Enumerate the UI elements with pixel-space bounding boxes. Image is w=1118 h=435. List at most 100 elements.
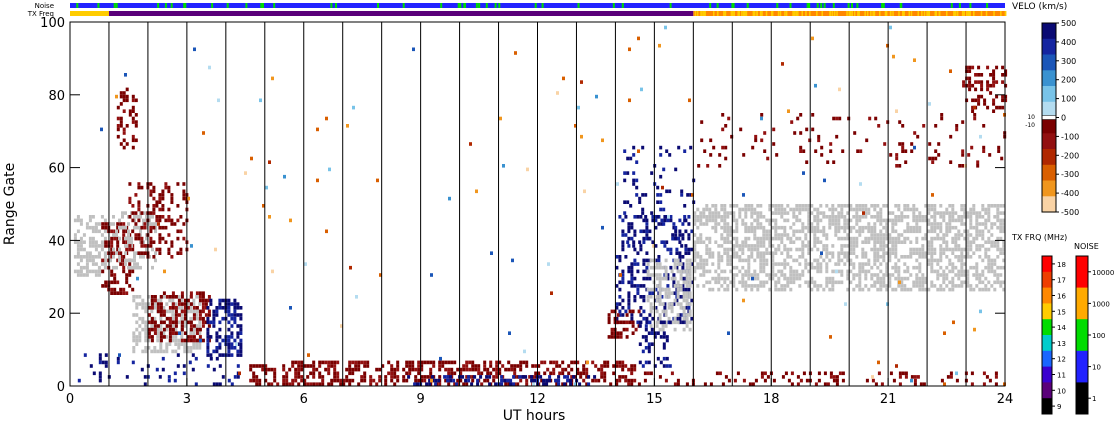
velocity-cell [321, 382, 325, 386]
velocity-cell [990, 258, 994, 263]
velocity-cell [721, 382, 725, 386]
velocity-cell [901, 149, 905, 153]
velocity-cell [837, 215, 841, 219]
velocity-cell [516, 375, 520, 379]
velocity-cell [159, 313, 163, 317]
velocity-cell [906, 265, 910, 270]
velocity-cell [753, 258, 757, 263]
velocity-cell [951, 225, 955, 230]
velocity-cell [741, 207, 745, 212]
velocity-cell [813, 218, 817, 223]
txfreq-strip-mark [785, 11, 788, 16]
velocity-cell [174, 349, 178, 354]
velocity-cell [936, 269, 940, 274]
velocity-cell [840, 251, 844, 255]
velocity-cell [723, 240, 727, 244]
velocity-cell [489, 371, 493, 376]
velocity-cell [610, 335, 614, 339]
velocity-cell [641, 211, 645, 215]
velocity-cell [147, 338, 151, 343]
velocity-cell [933, 218, 937, 223]
velocity-cell [894, 255, 898, 259]
velocity-cell [732, 280, 736, 285]
velocity-cell [837, 269, 841, 274]
velocity-cell [988, 378, 992, 383]
velocity-cell [837, 204, 841, 208]
velocity-cell [664, 269, 668, 274]
velocity-cell [846, 244, 850, 248]
velocity-cell [167, 215, 171, 219]
velocity-cell [726, 236, 730, 241]
velocity-cell [708, 280, 712, 285]
velocity-cell [915, 273, 919, 277]
velocity-cell [735, 236, 739, 241]
velocity-cell [610, 331, 614, 335]
velocity-cell [85, 273, 89, 277]
velocity-cell [615, 306, 619, 310]
velocity-cell [934, 149, 938, 153]
velocity-cell [97, 229, 101, 234]
velocity-cell [699, 218, 703, 223]
velocity-cell [212, 367, 216, 372]
velocity-cell [174, 309, 178, 314]
noise-strip-mark [478, 3, 481, 8]
frequency-colorbar-swatch [1042, 287, 1052, 304]
velocity-cell [485, 375, 489, 379]
velocity-cell [88, 240, 92, 244]
velocity-cell [131, 247, 135, 252]
velocity-cell [548, 378, 552, 383]
velocity-cell [852, 262, 856, 266]
velocity-colorbar-zero-band [1041, 115, 1057, 120]
velocity-cell [942, 280, 946, 285]
velocity-cell [900, 215, 904, 219]
velocity-cell [792, 240, 796, 244]
velocity-cell [161, 225, 165, 230]
txfreq-strip-mark [765, 11, 768, 16]
velocity-cell [682, 306, 686, 310]
velocity-cell [975, 269, 979, 274]
velocity-cell [750, 251, 754, 255]
velocity-cell [726, 211, 730, 215]
velocity-cell [158, 193, 162, 197]
txfreq-strip-mark [793, 11, 796, 16]
velocity-cell [97, 251, 101, 255]
velocity-cell [233, 338, 237, 343]
velocity-cell [969, 218, 973, 223]
velocity-cell [1002, 258, 1006, 263]
velocity-cell [681, 222, 685, 226]
velocity-cell [333, 367, 337, 372]
velocity-cell [618, 280, 622, 285]
velocity-cell [507, 382, 511, 386]
velocity-cell [144, 306, 148, 310]
velocity-cell [813, 233, 817, 237]
velocity-cell [942, 247, 946, 252]
velocity-cell [976, 164, 980, 168]
velocity-cell [753, 225, 757, 230]
x-tick-label: 24 [997, 392, 1014, 407]
velocity-cell [732, 229, 736, 234]
velocity-cell [810, 211, 814, 215]
velocity-cell [816, 258, 820, 263]
velocity-cell [960, 247, 964, 252]
velocity-cell [828, 258, 832, 263]
velocity-cell [676, 262, 680, 266]
velocity-cell [948, 211, 952, 215]
velocity-cell [583, 189, 586, 194]
velocity-cell [681, 287, 685, 292]
velocity-cell [158, 218, 162, 223]
velocity-cell [796, 375, 800, 379]
velocity-cell [801, 240, 805, 244]
velocity-cell [798, 247, 802, 252]
velocity-cell [696, 251, 700, 255]
velocity-cell [805, 127, 809, 132]
velocity-cell [903, 269, 907, 274]
velocity-cell [816, 215, 820, 219]
velocity-cell [705, 262, 709, 266]
velocity-cell [858, 276, 862, 281]
txfreq-strip-bar [70, 11, 109, 16]
velocity-cell [679, 276, 683, 281]
velocity-cell [892, 54, 895, 59]
velocity-cell [138, 335, 142, 339]
velocity-cell [153, 346, 157, 350]
velocity-cell [649, 309, 653, 314]
